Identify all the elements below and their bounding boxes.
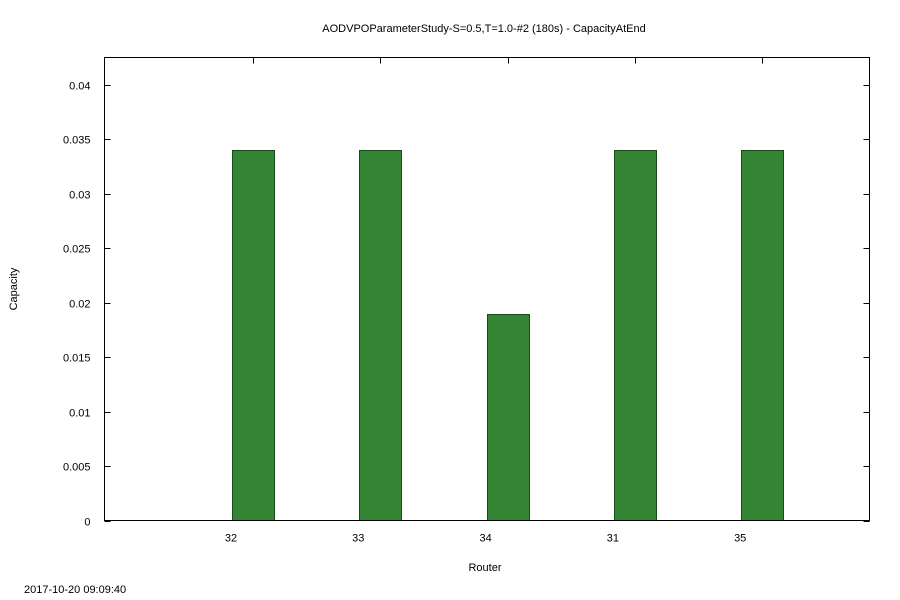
y-axis-label: Capacity (8, 267, 20, 310)
x-axis-label: Router (468, 562, 501, 574)
y-tick-label: 0.04 (69, 81, 90, 93)
bar-router-31 (614, 150, 657, 521)
y-tick-label: 0 (84, 517, 90, 529)
x-tick-label: 32 (225, 533, 237, 545)
y-tick-label: 0.025 (63, 244, 91, 256)
y-tick-label: 0.03 (69, 190, 90, 202)
timestamp: 2017-10-20 09:09:40 (24, 584, 126, 596)
x-tick-label: 31 (607, 533, 619, 545)
x-tick-label: 34 (479, 533, 491, 545)
y-tick-label: 0.01 (69, 408, 90, 420)
bar-series (232, 150, 784, 521)
chart-title: AODVPOParameterStudy-S=0.5,T=1.0-#2 (180… (322, 23, 645, 35)
bar-router-32 (232, 150, 275, 521)
y-axis: 0 0.005 0.01 0.015 0.02 0.025 0.03 0.035 0.04 (63, 81, 870, 529)
y-tick-label: 0.005 (63, 462, 91, 474)
bar-router-35 (741, 150, 784, 521)
plot-frame (104, 57, 870, 521)
bar-router-34 (487, 314, 530, 521)
x-tick-label: 35 (734, 533, 746, 545)
y-tick-label: 0.015 (63, 353, 91, 365)
bar-router-33 (359, 150, 402, 521)
y-tick-label: 0.035 (63, 135, 91, 147)
y-tick-label: 0.02 (69, 299, 90, 311)
x-tick-label: 33 (352, 533, 364, 545)
